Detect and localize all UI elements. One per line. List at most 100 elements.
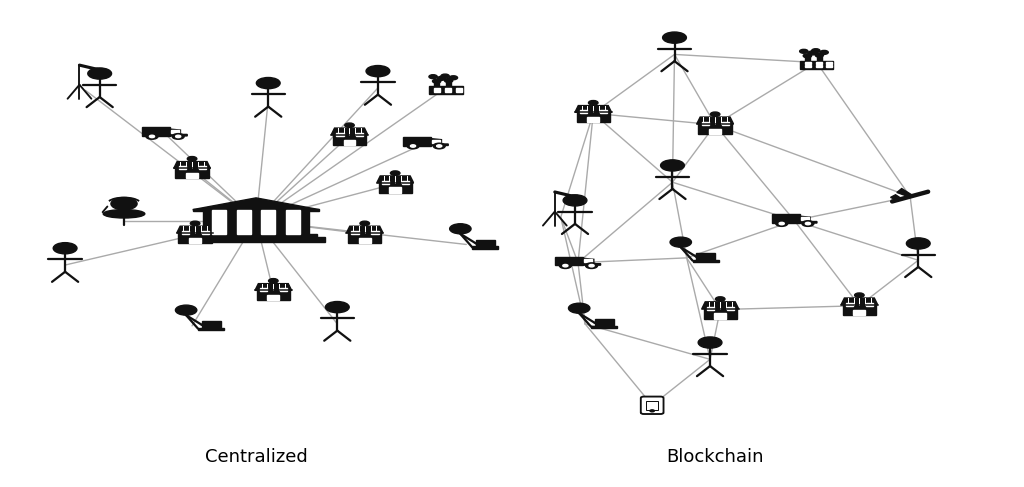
Bar (710, 129, 721, 134)
Circle shape (175, 305, 197, 315)
Bar (171, 130, 179, 133)
Bar (591, 326, 617, 328)
Circle shape (660, 160, 684, 171)
Bar (212, 209, 226, 234)
Text: Blockchain: Blockchain (667, 448, 764, 466)
Bar (403, 137, 431, 146)
Bar (580, 110, 588, 113)
Circle shape (444, 78, 453, 82)
Circle shape (779, 223, 784, 225)
Bar (257, 290, 290, 300)
Bar (816, 65, 821, 67)
Bar (805, 56, 810, 61)
Circle shape (815, 53, 823, 57)
Bar (286, 209, 300, 234)
FancyBboxPatch shape (641, 396, 664, 414)
Bar (199, 166, 206, 169)
Circle shape (411, 145, 416, 147)
Bar (555, 257, 584, 265)
Bar (434, 88, 440, 90)
Circle shape (663, 32, 686, 43)
Bar (178, 233, 212, 243)
Bar (336, 133, 343, 136)
Bar (179, 166, 186, 169)
Bar (203, 209, 309, 234)
Polygon shape (800, 216, 817, 223)
Bar (187, 237, 325, 243)
Bar (817, 56, 822, 61)
Circle shape (589, 264, 594, 267)
Circle shape (589, 100, 598, 105)
Bar (280, 288, 288, 291)
Bar (703, 309, 737, 318)
Circle shape (433, 143, 445, 149)
Bar (585, 259, 593, 262)
Circle shape (906, 238, 930, 249)
Bar (722, 122, 729, 125)
Bar (445, 88, 451, 90)
Circle shape (450, 224, 471, 234)
Bar (267, 295, 280, 300)
Bar (588, 117, 599, 122)
Bar (348, 233, 381, 243)
Polygon shape (697, 117, 733, 124)
Bar (600, 110, 607, 113)
Circle shape (563, 264, 568, 267)
Bar (333, 135, 367, 145)
Bar (866, 303, 873, 306)
Circle shape (820, 51, 828, 55)
Circle shape (390, 171, 400, 175)
Bar (826, 65, 833, 67)
Circle shape (568, 303, 590, 313)
Polygon shape (331, 128, 368, 135)
Circle shape (716, 297, 725, 301)
Circle shape (776, 221, 787, 226)
Polygon shape (841, 298, 878, 305)
Bar (577, 112, 610, 122)
Circle shape (150, 135, 155, 138)
Circle shape (360, 221, 370, 225)
Bar (692, 260, 719, 262)
Bar (198, 328, 224, 330)
Bar (846, 303, 853, 306)
Circle shape (805, 223, 810, 225)
Bar (379, 183, 412, 193)
Bar (189, 238, 201, 243)
Circle shape (855, 293, 864, 298)
Polygon shape (170, 129, 187, 136)
Circle shape (800, 49, 808, 53)
Circle shape (450, 76, 458, 80)
Polygon shape (897, 188, 913, 197)
Circle shape (808, 51, 816, 55)
Bar (237, 209, 252, 234)
Polygon shape (255, 283, 292, 290)
Circle shape (803, 54, 812, 58)
Bar (800, 61, 834, 69)
Bar (772, 214, 800, 223)
Bar (805, 65, 811, 67)
Bar (698, 124, 732, 134)
Bar (826, 62, 833, 64)
Circle shape (586, 263, 598, 268)
Circle shape (88, 68, 112, 79)
Circle shape (711, 112, 720, 116)
Polygon shape (574, 106, 611, 112)
Bar (202, 321, 220, 328)
Bar (714, 314, 726, 318)
Bar (646, 401, 658, 411)
Polygon shape (431, 139, 449, 146)
Polygon shape (891, 195, 902, 200)
Bar (456, 91, 462, 92)
Bar (196, 234, 316, 237)
Bar (805, 62, 811, 64)
Bar (456, 88, 462, 90)
Polygon shape (377, 176, 414, 183)
Bar (356, 133, 364, 136)
Polygon shape (177, 226, 213, 233)
Circle shape (407, 143, 419, 149)
Bar (696, 253, 715, 260)
Bar (434, 81, 439, 86)
Bar (382, 181, 389, 184)
Circle shape (436, 145, 441, 147)
Bar (853, 310, 865, 315)
